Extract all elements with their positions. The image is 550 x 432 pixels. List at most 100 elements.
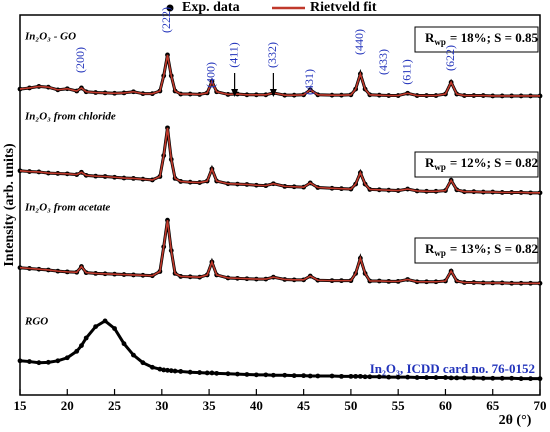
fit-quality-subscript: wp (434, 248, 446, 258)
exp-point (187, 369, 193, 375)
exp-point (244, 372, 250, 377)
x-tick-label: 20 (61, 398, 74, 413)
sample-label: In₂O₃ from chloride (24, 111, 116, 123)
y-axis-label: Intensity (arb. units) (2, 143, 17, 267)
exp-point (480, 375, 486, 381)
x-tick-label: 35 (203, 398, 217, 413)
x-tick-label: 70 (534, 398, 547, 413)
exp-point (329, 373, 335, 379)
exp-point (197, 370, 203, 375)
exp-point (83, 335, 89, 341)
peak-label: (440) (352, 29, 366, 55)
exp-point (315, 373, 321, 379)
plot-frame (19, 14, 541, 396)
fit-quality-symbol: R (425, 155, 435, 170)
exp-point (357, 373, 363, 379)
exp-point (395, 374, 401, 380)
exp-point (263, 372, 269, 378)
x-tick-label: 50 (344, 398, 357, 413)
fit-quality-text: = 12%; S = 0.82 (450, 155, 538, 170)
exp-point (253, 372, 259, 378)
exp-point (405, 374, 411, 380)
exp-point (386, 374, 392, 380)
exp-point (424, 375, 429, 380)
exp-point (518, 376, 524, 382)
exp-point (165, 367, 170, 373)
fit-quality-symbol: R (425, 30, 435, 45)
peak-arrowhead (231, 89, 239, 97)
exp-point (209, 370, 215, 376)
exp-point (27, 359, 32, 364)
fit-quality: Rwp = 13%; S = 0.82 (425, 241, 538, 258)
fit-quality-subscript: wp (434, 37, 446, 47)
exp-point (121, 341, 127, 347)
exp-point (509, 375, 515, 381)
exp-point (282, 372, 288, 378)
exp-point (339, 373, 344, 379)
fit-quality-subscript: wp (434, 162, 446, 172)
peak-label: (200) (73, 47, 87, 73)
exp-point (17, 358, 23, 364)
x-tick-label: 25 (108, 398, 122, 413)
exp-point (93, 324, 99, 329)
x-tick-label: 65 (486, 398, 500, 413)
exp-point (454, 375, 460, 381)
peak-label: (222) (159, 7, 173, 33)
exp-point (225, 371, 231, 377)
exp-point (307, 373, 313, 379)
exp-point (36, 360, 42, 366)
exp-point (376, 374, 382, 380)
exp-point (414, 375, 420, 380)
x-axis-label: 2θ (°) (499, 413, 532, 428)
exp-point (64, 355, 70, 361)
fit-quality-symbol: R (425, 241, 435, 256)
exp-point (140, 360, 146, 366)
legend-label: Exp. data (182, 0, 240, 15)
x-tick-label: 60 (439, 398, 452, 413)
fit-quality: Rwp = 18%; S = 0.85 (425, 30, 539, 47)
exp-point (149, 364, 155, 370)
exp-point (235, 371, 240, 377)
fit-line (19, 220, 540, 285)
fit-line (19, 54, 540, 97)
exp-point (172, 368, 178, 374)
peak-label: (400) (204, 62, 218, 88)
peak-label: (433) (376, 49, 390, 75)
exp-point (168, 368, 174, 374)
exp-point (79, 343, 84, 348)
fit-quality-text: = 18%; S = 0.85 (450, 30, 539, 45)
exp-point (471, 375, 477, 381)
exp-point (367, 374, 373, 380)
x-tick-label: 30 (155, 398, 168, 413)
reference-note: In₂O₃, ICDD card no. 76-0152 (370, 361, 535, 376)
exp-point (214, 370, 220, 376)
exp-point (157, 366, 163, 372)
sample-label: RGO (24, 316, 48, 328)
exp-trace (19, 54, 540, 98)
exp-point (461, 375, 467, 381)
exp-point (537, 376, 543, 382)
exp-point (204, 370, 210, 376)
peak-label: (411) (226, 42, 240, 68)
exp-point (112, 326, 117, 331)
fit-quality-text: = 13%; S = 0.82 (450, 241, 538, 256)
peak-label: (431) (302, 69, 316, 95)
exp-trace (19, 319, 540, 381)
fit-quality: Rwp = 12%; S = 0.82 (425, 155, 538, 172)
exp-point (45, 359, 51, 365)
exp-point (161, 367, 167, 373)
fit-quality-box (414, 237, 539, 264)
exp-point (362, 374, 368, 380)
sample-label: In₂O₃ from acetate (24, 202, 110, 214)
peak-label: (622) (443, 45, 457, 71)
x-tick-label: 40 (250, 398, 263, 413)
peak-label: (611) (399, 59, 413, 85)
exp-point (55, 358, 61, 364)
exp-point (270, 372, 276, 378)
fit-line (19, 127, 540, 194)
exp-point (291, 373, 297, 379)
exp-point (490, 375, 496, 381)
exp-point (499, 375, 505, 381)
x-tick-label: 15 (14, 398, 28, 413)
